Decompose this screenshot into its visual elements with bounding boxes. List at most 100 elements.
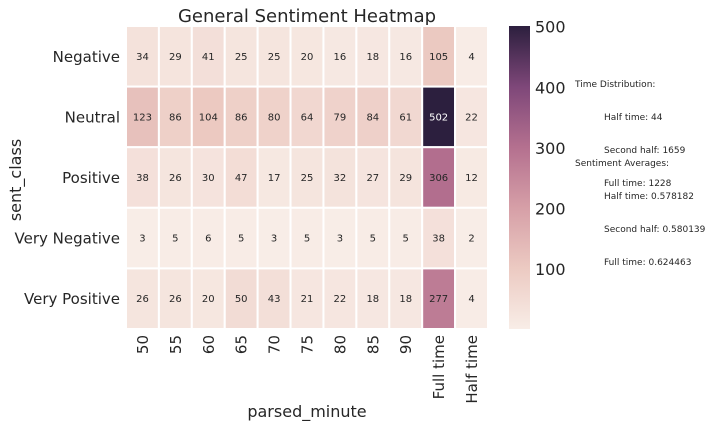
heatmap-cell — [256, 85, 292, 149]
x-tick-label: 75 — [299, 335, 317, 354]
sentiment-averages-note: Sentiment Averages: Half time: 0.578182 … — [575, 137, 705, 280]
x-tick-label: 90 — [397, 335, 415, 354]
colorbar-tick-label: 500 — [535, 18, 566, 37]
y-tick-label: Very Negative — [15, 230, 120, 248]
cell-value-label: 306 — [429, 173, 448, 184]
cell-value-label: 26 — [169, 294, 182, 305]
cell-value-label: 4 — [468, 52, 474, 63]
x-tick-label: Half time — [463, 335, 481, 404]
cell-value-label: 27 — [366, 173, 379, 184]
cell-value-label: 18 — [366, 294, 379, 305]
cell-value-label: 41 — [202, 52, 215, 63]
cell-value-label: 29 — [169, 52, 182, 63]
sentiment-averages-title: Sentiment Averages: — [575, 159, 670, 169]
x-tick-label: 85 — [364, 335, 382, 354]
heatmap-cell — [322, 25, 358, 88]
heatmap-cell — [454, 206, 490, 270]
cell-value-label: 25 — [235, 52, 248, 63]
heatmap-cell — [322, 146, 358, 209]
heatmap-cell — [125, 267, 160, 330]
cell-value-label: 18 — [366, 52, 379, 63]
cell-value-label: 50 — [235, 294, 248, 305]
sentiment-averages-line: Full time: 0.624463 — [604, 258, 692, 268]
cell-value-label: 25 — [268, 52, 281, 63]
cell-value-label: 502 — [429, 112, 448, 123]
colorbar-tick-label: 300 — [535, 139, 566, 158]
heatmap-cell — [355, 267, 391, 330]
heatmap-cell — [421, 25, 457, 88]
cell-value-label: 64 — [301, 112, 314, 123]
cell-value-label: 104 — [199, 112, 218, 123]
heatmap-cell — [388, 85, 424, 149]
cell-value-label: 43 — [268, 294, 281, 305]
heatmap-cell — [223, 25, 259, 88]
x-tick-label: 50 — [134, 335, 152, 354]
x-tick-label: 55 — [167, 335, 185, 354]
cell-value-label: 105 — [429, 52, 448, 63]
heatmap-cell — [289, 267, 325, 330]
cell-value-label: 61 — [399, 112, 412, 123]
cell-value-label: 4 — [468, 294, 474, 305]
cell-value-label: 21 — [301, 294, 314, 305]
cell-value-label: 5 — [403, 234, 409, 245]
cell-value-label: 38 — [432, 234, 445, 245]
colorbar-tick-label: 200 — [535, 200, 566, 219]
cell-value-label: 5 — [370, 234, 376, 245]
heatmap-cell — [421, 206, 457, 270]
cell-value-label: 5 — [172, 234, 178, 245]
time-distribution-line: Full time: 1228 — [604, 179, 672, 189]
heatmap-cell — [190, 25, 226, 88]
heatmap-cell — [454, 85, 490, 149]
heatmap-cell — [190, 85, 226, 149]
cell-value-label: 20 — [202, 294, 215, 305]
cell-value-label: 47 — [235, 173, 248, 184]
y-tick-label: Negative — [53, 48, 120, 66]
y-tick-label: Neutral — [65, 108, 120, 126]
heatmap-cell — [322, 267, 358, 330]
cell-value-label: 17 — [268, 173, 281, 184]
x-tick-label: 65 — [233, 335, 251, 354]
cell-value-label: 5 — [304, 234, 310, 245]
x-axis-label: parsed_minute — [247, 402, 366, 422]
heatmap-cell — [190, 267, 226, 330]
heatmap-cell — [421, 85, 457, 149]
x-tick-labels: 50 55 60 65 70 75 80 85 90 Full time Half time — [134, 335, 481, 404]
x-tick-label: 60 — [200, 335, 218, 354]
heatmap-cell — [256, 146, 292, 209]
cell-value-label: 16 — [399, 52, 412, 63]
heatmap-cell — [289, 146, 325, 209]
cell-value-label: 86 — [235, 112, 248, 123]
cell-value-label: 38 — [136, 173, 149, 184]
cell-value-label: 3 — [271, 234, 277, 245]
cell-value-label: 18 — [399, 294, 412, 305]
cell-value-label: 86 — [169, 112, 182, 123]
chart-title: General Sentiment Heatmap — [178, 6, 436, 27]
heatmap-cell — [289, 85, 325, 149]
colorbar-tick-label: 100 — [535, 260, 566, 279]
heatmap-cell — [454, 25, 490, 88]
cell-value-label: 80 — [268, 112, 281, 123]
cell-value-label: 79 — [334, 112, 347, 123]
sentiment-averages-line: Second half: 0.580139 — [604, 225, 706, 235]
cell-value-label: 3 — [337, 234, 343, 245]
cell-value-label: 277 — [429, 294, 448, 305]
cell-value-label: 2 — [468, 234, 474, 245]
time-distribution-line: Half time: 44 — [604, 113, 663, 123]
time-distribution-line: Second half: 1659 — [604, 146, 686, 156]
cell-value-label: 3 — [139, 234, 145, 245]
y-axis-label: sent_class — [6, 139, 26, 221]
x-tick-label: 70 — [266, 335, 284, 354]
heatmap-cell — [421, 267, 457, 330]
heatmap-cell — [256, 267, 292, 330]
heatmap-cell — [388, 25, 424, 88]
heatmap-cell — [454, 267, 490, 330]
cell-value-label: 34 — [136, 52, 149, 63]
colorbar-ticks: 100 200 300 400 500 — [535, 18, 566, 279]
cell-value-label: 29 — [399, 173, 412, 184]
cell-value-label: 25 — [301, 173, 314, 184]
time-distribution-title: Time Distribution: — [575, 80, 656, 90]
heatmap-cell — [322, 85, 358, 149]
x-tick-label: 80 — [331, 335, 349, 354]
heatmap-cell — [157, 267, 193, 330]
